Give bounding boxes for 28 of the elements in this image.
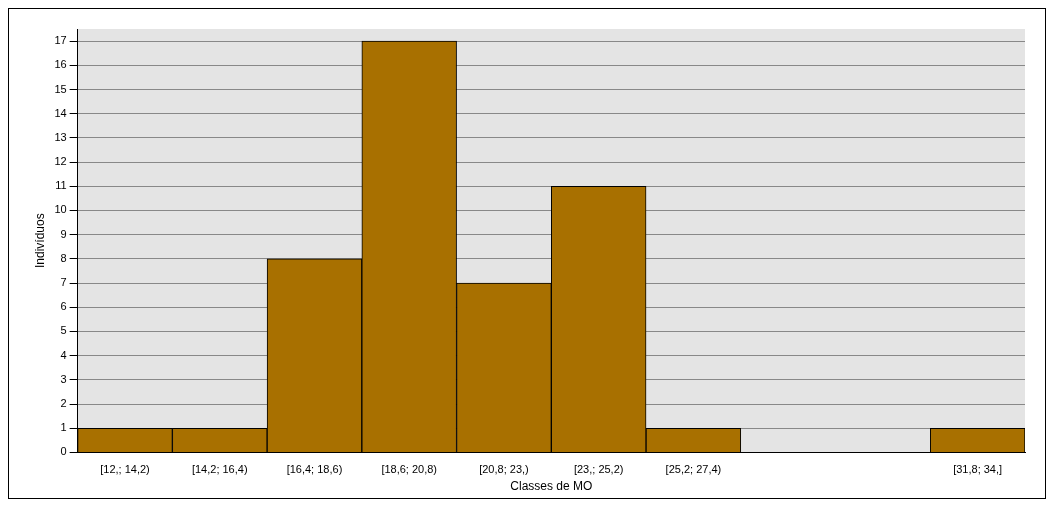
y-tick-label: 7 — [60, 276, 67, 289]
x-tick-label: [25,2; 27,4) — [665, 463, 722, 476]
y-tick-label: 14 — [54, 106, 67, 119]
y-axis-title: Indivíduos — [32, 213, 47, 269]
y-tick-label: 12 — [54, 155, 67, 168]
y-tick-label: 5 — [60, 324, 67, 337]
y-tick-label: 10 — [54, 203, 67, 216]
y-tick-label: 0 — [60, 445, 67, 458]
y-tick-label: 6 — [60, 300, 67, 313]
x-tick-label: [31,8; 34,] — [953, 463, 1003, 476]
x-tick-label: [18,6; 20,8) — [381, 463, 438, 476]
y-tick-label: 2 — [60, 397, 67, 410]
x-tick-label: [23,; 25,2) — [573, 463, 624, 476]
y-tick-label: 4 — [60, 348, 67, 361]
y-tick-label: 16 — [54, 58, 67, 71]
x-tick-label: [14,2; 16,4) — [191, 463, 248, 476]
y-tick-label: 3 — [60, 372, 67, 385]
x-tick-label: [16,4; 18,6) — [286, 463, 343, 476]
x-tick-label: [12,; 14,2) — [100, 463, 150, 476]
y-tick-label: 11 — [55, 179, 67, 192]
y-tick-label: 9 — [60, 227, 67, 240]
x-tick-label: [20,8; 23,) — [479, 463, 529, 476]
y-tick-label: 13 — [54, 130, 67, 143]
y-tick-label: 17 — [54, 34, 67, 47]
x-axis-title: Classes de MO — [510, 479, 593, 494]
y-tick-label: 1 — [60, 421, 67, 434]
y-tick-label: 8 — [60, 251, 67, 264]
y-tick-label: 15 — [54, 82, 67, 95]
